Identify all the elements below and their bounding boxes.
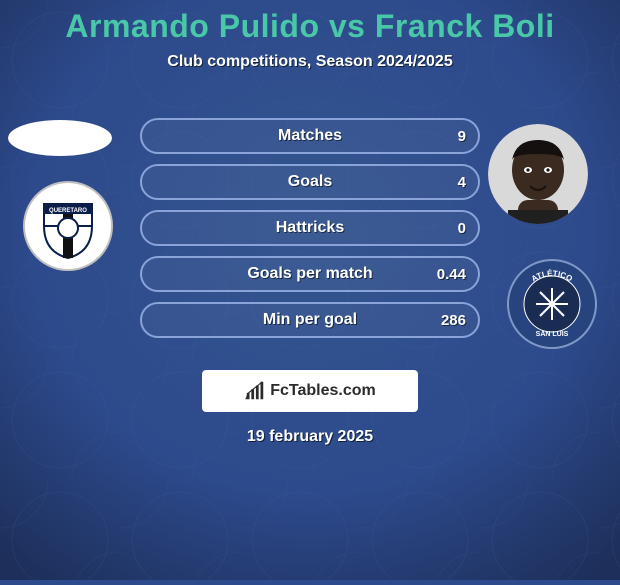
fctables-label: FcTables.com bbox=[270, 382, 376, 400]
stat-label: Min per goal bbox=[142, 311, 478, 329]
player-right-avatar bbox=[488, 124, 588, 224]
fctables-badge: FcTables.com bbox=[202, 370, 418, 412]
bar-chart-icon bbox=[244, 380, 266, 402]
player-right-club-badge: ATLÉTICO SAN LUIS bbox=[506, 258, 598, 350]
player-left-avatar bbox=[8, 118, 112, 158]
stat-label: Matches bbox=[142, 127, 478, 145]
stat-label: Goals bbox=[142, 173, 478, 191]
subtitle: Club competitions, Season 2024/2025 bbox=[0, 53, 620, 71]
stat-bar: Goals4 bbox=[140, 164, 480, 200]
stat-bar: Hattricks0 bbox=[140, 210, 480, 246]
stat-label: Goals per match bbox=[142, 265, 478, 283]
stat-bar: Matches9 bbox=[140, 118, 480, 154]
stat-value-right: 286 bbox=[441, 312, 466, 329]
date-label: 19 february 2025 bbox=[0, 428, 620, 446]
player-left-club-badge: QUERETARO bbox=[20, 178, 116, 274]
svg-text:QUERETARO: QUERETARO bbox=[49, 208, 87, 214]
stat-bar: Goals per match0.44 bbox=[140, 256, 480, 292]
stat-value-right: 9 bbox=[458, 128, 466, 145]
stat-bar: Min per goal286 bbox=[140, 302, 480, 338]
stat-label: Hattricks bbox=[142, 219, 478, 237]
stat-value-right: 4 bbox=[458, 174, 466, 191]
svg-text:SAN LUIS: SAN LUIS bbox=[536, 331, 569, 338]
stat-value-right: 0 bbox=[458, 220, 466, 237]
stat-value-right: 0.44 bbox=[437, 266, 466, 283]
page-title: Armando Pulido vs Franck Boli bbox=[0, 0, 620, 45]
stats-panel: Matches9Goals4Hattricks0Goals per match0… bbox=[140, 118, 480, 348]
